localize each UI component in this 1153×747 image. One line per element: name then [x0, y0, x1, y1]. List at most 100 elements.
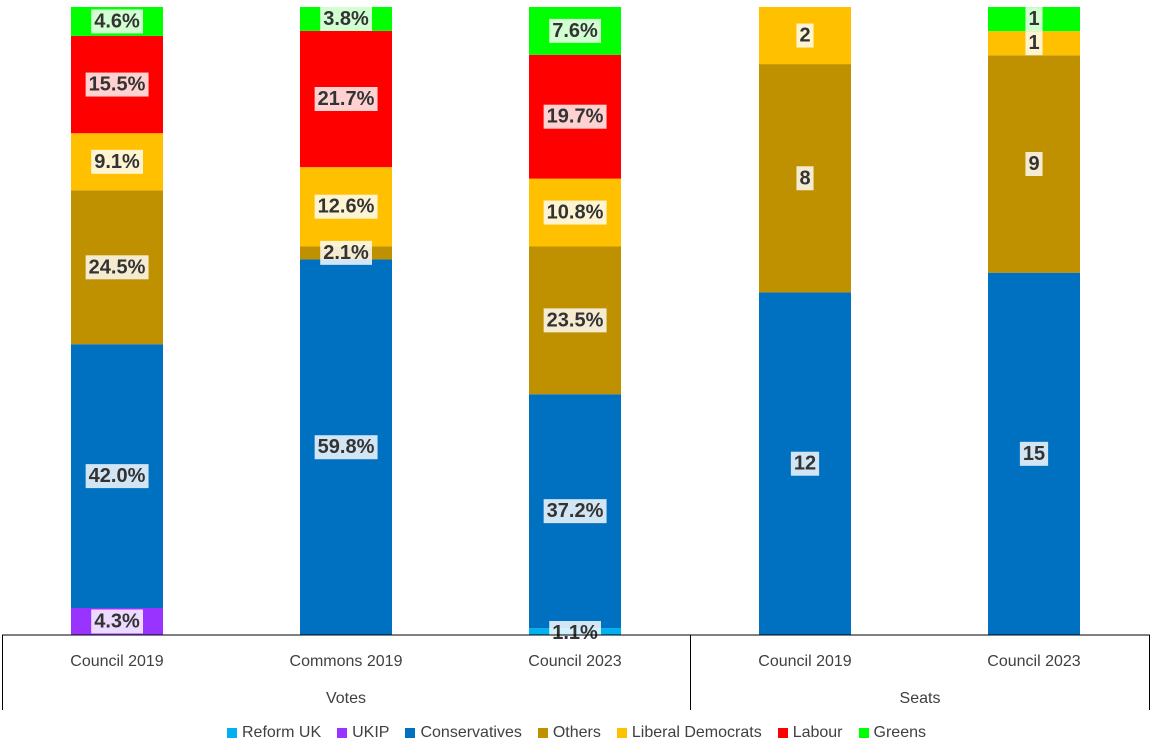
data-label-background	[91, 149, 144, 174]
data-label-liberal-democrats-2: 12.6%	[314, 194, 378, 219]
data-label-background	[1019, 441, 1049, 466]
legend-label: Liberal Democrats	[631, 724, 762, 741]
data-label-background	[543, 308, 607, 333]
data-label-background	[790, 451, 820, 476]
data-label-text: 9.1%	[94, 151, 140, 173]
data-label-text: 24.5%	[89, 256, 146, 278]
legend-label: Reform UK	[242, 724, 322, 741]
category-tick-label: Council 2023	[528, 653, 622, 670]
data-label-text: 2	[799, 25, 810, 47]
data-label-ukip-1: 4.3%	[91, 609, 144, 634]
data-label-liberal-democrats-5: 1	[1025, 31, 1043, 56]
data-label-background	[314, 194, 378, 219]
data-label-others-1: 24.5%	[85, 255, 149, 280]
data-label-text: 1	[1028, 8, 1039, 30]
category-tick-label: Commons 2019	[290, 653, 403, 670]
data-label-text: 2.1%	[323, 242, 369, 264]
data-label-background	[1025, 152, 1043, 176]
legend-item-ukip: UKIP	[337, 724, 389, 742]
group-label-votes: Votes	[326, 690, 366, 707]
data-label-background	[85, 464, 149, 489]
data-label-text: 19.7%	[547, 106, 604, 128]
legend-item-reform-uk: Reform UK	[227, 724, 321, 742]
data-label-greens-3: 7.6%	[549, 18, 602, 43]
stacked-bar-chart: 4.3% 42.0% 24.5% 9.1% 15.5% 4.6% 59.8% 2.1% 12.6…	[2, 6, 1150, 710]
legend-swatch	[616, 728, 627, 738]
data-label-others-2: 2.1%	[320, 240, 373, 265]
legend-label: Labour	[792, 724, 843, 741]
data-label-text: 3.8%	[323, 8, 369, 30]
legend-item-liberal-democrats: Liberal Democrats	[616, 724, 762, 742]
data-label-labour-1: 15.5%	[85, 72, 149, 97]
data-label-greens-2: 3.8%	[320, 6, 373, 31]
data-label-background	[1025, 31, 1043, 56]
legend-item-greens: Greens	[858, 724, 926, 742]
data-label-others-3: 23.5%	[543, 308, 607, 333]
data-label-liberal-democrats-4: 2	[796, 23, 814, 48]
data-label-background	[320, 6, 373, 31]
data-label-background	[543, 104, 607, 129]
data-label-reform-uk-3: 1.1%	[549, 621, 602, 645]
legend-swatch	[777, 728, 788, 738]
legend-swatch	[858, 728, 869, 738]
legend-label: Others	[552, 724, 601, 741]
data-label-text: 8	[799, 167, 810, 189]
data-label-text: 10.8%	[547, 202, 604, 224]
data-label-text: 7.6%	[552, 20, 598, 42]
data-label-background	[91, 9, 144, 34]
data-label-text: 23.5%	[547, 309, 604, 331]
category-tick-labels: Council 2019 Commons 2019 Council 2023 Coun…	[70, 653, 1081, 670]
data-label-text: 12.6%	[318, 196, 375, 218]
category-axis	[2, 634, 1150, 710]
legend-label: Conservatives	[420, 724, 522, 741]
legend-swatch	[405, 728, 416, 738]
data-label-text: 4.3%	[94, 610, 140, 632]
legend-swatch	[537, 728, 548, 738]
data-label-background	[85, 72, 149, 97]
data-label-labour-2: 21.7%	[314, 87, 378, 112]
category-tick-label: Council 2019	[758, 653, 852, 670]
legend-item-labour: Labour	[777, 724, 843, 742]
data-label-background	[543, 200, 607, 225]
legend-item-conservatives: Conservatives	[405, 724, 522, 742]
data-label-background	[796, 23, 814, 48]
data-label-background	[796, 166, 814, 191]
data-label-text: 15	[1023, 443, 1045, 465]
legend-label: Greens	[873, 724, 926, 741]
data-label-text: 59.8%	[318, 436, 375, 458]
legend-label: UKIP	[352, 724, 390, 741]
data-label-background	[549, 621, 602, 645]
data-label-greens-5: 1	[1025, 7, 1043, 32]
data-label-liberal-democrats-1: 9.1%	[91, 149, 144, 174]
data-label-text: 42.0%	[89, 465, 146, 487]
data-label-background	[1025, 7, 1043, 32]
legend-swatch	[337, 728, 348, 738]
data-label-text: 1	[1028, 32, 1039, 54]
data-label-background	[314, 435, 378, 460]
data-label-text: 37.2%	[547, 500, 604, 522]
data-label-text: 1.1%	[552, 622, 598, 644]
data-label-text: 15.5%	[89, 74, 146, 96]
legend-item-others: Others	[537, 724, 601, 742]
data-label-conservatives-5: 15	[1019, 441, 1049, 466]
data-label-conservatives-3: 37.2%	[543, 499, 607, 524]
data-label-greens-1: 4.6%	[91, 9, 144, 34]
data-label-conservatives-4: 12	[790, 451, 820, 476]
chart-legend: Reform UK UKIP Conservatives Others Liberal …	[0, 722, 1153, 744]
data-label-conservatives-1: 42.0%	[85, 464, 149, 489]
data-label-conservatives-2: 59.8%	[314, 435, 378, 460]
group-labels: Votes Seats	[326, 690, 940, 707]
legend-swatch	[227, 728, 237, 738]
data-label-background	[85, 255, 149, 280]
data-label-background	[320, 240, 373, 265]
data-labels-layer: 4.3% 42.0% 24.5% 9.1% 15.5% 4.6% 59.8% 2.1% 12.6…	[85, 6, 1049, 645]
data-label-text: 9	[1028, 153, 1039, 175]
data-label-liberal-democrats-3: 10.8%	[543, 200, 607, 225]
category-tick-label: Council 2023	[987, 653, 1081, 670]
data-label-background	[314, 87, 378, 112]
data-label-background	[543, 499, 607, 524]
data-label-text: 4.6%	[94, 10, 140, 32]
data-label-labour-3: 19.7%	[543, 104, 607, 129]
category-tick-label: Council 2019	[70, 653, 164, 670]
data-label-background	[549, 18, 602, 43]
